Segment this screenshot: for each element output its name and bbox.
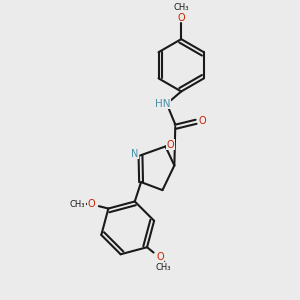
Text: CH₃: CH₃ (70, 200, 85, 208)
Text: O: O (88, 199, 95, 209)
Text: O: O (167, 140, 174, 150)
Text: N: N (131, 149, 139, 159)
Text: O: O (156, 252, 164, 262)
Text: O: O (177, 13, 185, 23)
Text: HN: HN (155, 99, 170, 109)
Text: CH₃: CH₃ (156, 262, 171, 272)
Text: CH₃: CH₃ (173, 3, 189, 12)
Text: O: O (199, 116, 206, 126)
